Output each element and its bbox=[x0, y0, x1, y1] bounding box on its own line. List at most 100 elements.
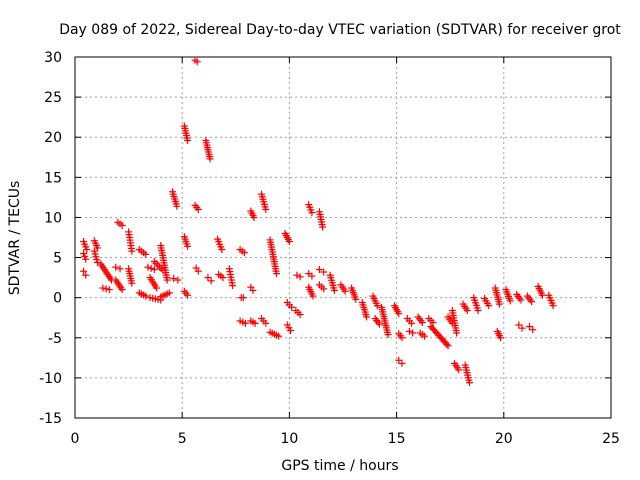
data-point bbox=[193, 58, 201, 66]
grid-lines bbox=[75, 57, 611, 418]
data-point bbox=[184, 242, 192, 250]
data-point bbox=[105, 286, 113, 294]
data-point bbox=[82, 255, 90, 263]
y-tick-label: 15 bbox=[44, 170, 62, 186]
data-point bbox=[496, 300, 504, 308]
data-point bbox=[463, 307, 471, 315]
data-point bbox=[184, 291, 192, 299]
data-point bbox=[395, 310, 403, 318]
data-point bbox=[174, 276, 182, 284]
data-point bbox=[163, 276, 171, 284]
data-point bbox=[526, 323, 534, 331]
data-point bbox=[206, 155, 214, 163]
data-point bbox=[330, 286, 338, 294]
data-point bbox=[83, 246, 91, 254]
data-point bbox=[518, 324, 526, 332]
x-tick-label: 10 bbox=[280, 431, 298, 447]
data-point bbox=[308, 209, 316, 217]
data-points bbox=[80, 56, 557, 387]
data-point bbox=[147, 264, 155, 272]
data-point bbox=[194, 205, 202, 213]
data-point bbox=[152, 284, 160, 292]
data-point bbox=[506, 297, 514, 305]
data-point bbox=[116, 265, 124, 273]
data-point bbox=[528, 298, 536, 306]
data-point bbox=[443, 340, 451, 348]
x-axis-label: GPS time / hours bbox=[281, 458, 398, 474]
data-point bbox=[144, 263, 152, 271]
data-point bbox=[395, 356, 403, 364]
data-point bbox=[515, 321, 523, 329]
data-point bbox=[308, 272, 316, 280]
data-point bbox=[204, 274, 212, 282]
data-point bbox=[262, 205, 270, 213]
data-point bbox=[453, 329, 461, 337]
data-point bbox=[408, 319, 416, 327]
data-point bbox=[207, 277, 215, 285]
data-point bbox=[296, 273, 304, 281]
data-point bbox=[398, 359, 406, 367]
data-point bbox=[250, 213, 258, 221]
data-point bbox=[170, 274, 178, 282]
data-point bbox=[128, 279, 136, 287]
y-tick-label: 20 bbox=[44, 130, 62, 146]
data-point bbox=[474, 307, 482, 315]
axis-ticks bbox=[74, 56, 612, 419]
data-point bbox=[118, 221, 126, 229]
data-point bbox=[485, 302, 493, 310]
data-point bbox=[429, 319, 437, 327]
data-point bbox=[315, 266, 323, 274]
data-point bbox=[150, 258, 158, 266]
data-point bbox=[102, 285, 110, 293]
data-point bbox=[320, 285, 328, 293]
data-point bbox=[375, 320, 383, 328]
data-point bbox=[497, 334, 505, 342]
data-point bbox=[363, 313, 371, 321]
data-point bbox=[405, 327, 413, 335]
data-point bbox=[240, 249, 248, 257]
data-point bbox=[517, 296, 525, 304]
data-point bbox=[418, 319, 426, 327]
data-point bbox=[154, 261, 162, 269]
data-point bbox=[352, 295, 360, 303]
x-tick-label: 20 bbox=[495, 431, 513, 447]
y-tick-label: 30 bbox=[44, 50, 62, 66]
data-point bbox=[249, 286, 257, 294]
data-point bbox=[218, 246, 226, 254]
data-point bbox=[173, 202, 181, 210]
data-point bbox=[94, 244, 102, 252]
data-point bbox=[529, 326, 537, 334]
data-point bbox=[112, 263, 120, 271]
data-point bbox=[384, 331, 392, 339]
data-point bbox=[118, 286, 126, 294]
data-point bbox=[293, 271, 301, 279]
data-point bbox=[142, 250, 150, 258]
data-point bbox=[398, 334, 406, 342]
data-point bbox=[150, 266, 158, 274]
data-point bbox=[251, 319, 259, 327]
data-point bbox=[275, 332, 283, 340]
y-tick-label: 5 bbox=[53, 251, 62, 267]
data-point bbox=[285, 238, 293, 246]
data-point bbox=[94, 258, 102, 266]
data-point bbox=[239, 294, 247, 302]
data-point bbox=[262, 319, 270, 327]
data-point bbox=[165, 289, 173, 297]
data-point bbox=[99, 284, 107, 292]
y-tick-label: -15 bbox=[39, 411, 62, 427]
x-tick-label: 25 bbox=[602, 431, 620, 447]
data-point bbox=[80, 267, 88, 275]
data-point bbox=[373, 302, 381, 310]
chart-title: Day 089 of 2022, Sidereal Day-to-day VTE… bbox=[59, 22, 621, 38]
data-point bbox=[82, 271, 90, 279]
x-tick-label: 0 bbox=[71, 431, 80, 447]
y-tick-label: -5 bbox=[48, 331, 62, 347]
x-tick-label: 5 bbox=[178, 431, 187, 447]
data-point bbox=[241, 319, 249, 327]
data-point bbox=[286, 327, 294, 335]
data-point bbox=[184, 136, 192, 144]
tick-labels: 0 5 10 15 20 25 -15 -10 -5 0 5 10 15 20 25 30 bbox=[39, 50, 620, 447]
data-point bbox=[288, 303, 296, 311]
data-point bbox=[420, 332, 428, 340]
